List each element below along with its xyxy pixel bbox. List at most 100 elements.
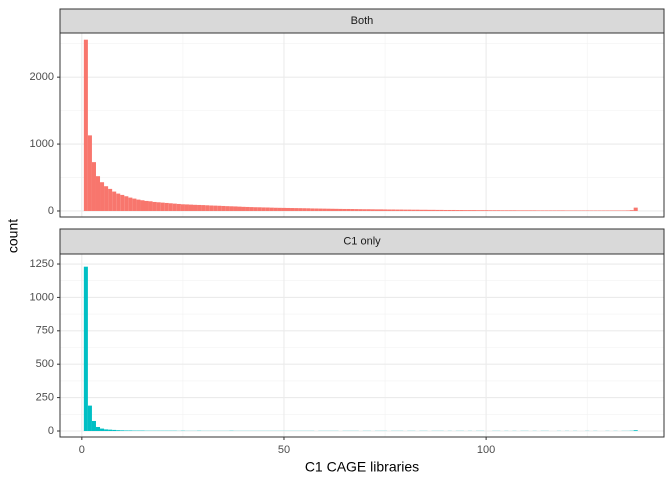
histogram-bar [387, 210, 391, 211]
histogram-bar [488, 210, 492, 211]
histogram-bar [128, 198, 132, 211]
histogram-bar [217, 206, 221, 211]
histogram-bar [561, 210, 565, 211]
histogram-bar [274, 208, 278, 211]
histogram-bar [136, 200, 140, 211]
histogram-bar [634, 208, 638, 211]
histogram-bar [116, 194, 120, 211]
histogram-bar [427, 210, 431, 211]
histogram-bar [258, 207, 262, 211]
histogram-bar [153, 202, 157, 211]
histogram-bar [84, 267, 88, 431]
histogram-bar [557, 210, 561, 211]
histogram-bar [492, 210, 496, 211]
histogram-bar [96, 427, 100, 431]
histogram-bar [221, 206, 225, 211]
histogram-bar [525, 210, 529, 211]
histogram-bar [266, 207, 270, 210]
y-tick-label: 2000 [30, 71, 54, 83]
histogram-bar [108, 430, 112, 431]
histogram-bar [310, 208, 314, 211]
histogram-bar [351, 209, 355, 211]
histogram-bar [104, 429, 108, 431]
histogram-bar [383, 209, 387, 211]
histogram-bar [363, 209, 367, 211]
histogram-bar [132, 199, 136, 211]
histogram-bar [262, 207, 266, 211]
histogram-bar [197, 205, 201, 211]
histogram-bar [448, 210, 452, 211]
histogram-bar [104, 186, 108, 211]
histogram-bar [270, 208, 274, 211]
histogram-bar [193, 205, 197, 211]
histogram-bar [347, 209, 351, 211]
histogram-bar [472, 210, 476, 211]
panel-background [60, 33, 664, 217]
histogram-bar [355, 209, 359, 211]
histogram-bar [403, 210, 407, 211]
panel-background [60, 254, 664, 437]
histogram-bar [88, 406, 92, 431]
histogram-bar [185, 204, 189, 211]
histogram-bar [120, 430, 124, 431]
histogram-bar [306, 208, 310, 211]
histogram-bar [375, 209, 379, 211]
histogram-bar [140, 200, 144, 211]
histogram-bar [92, 421, 96, 431]
y-tick-label: 750 [36, 325, 54, 337]
x-tick-label: 0 [79, 444, 85, 456]
histogram-bar [480, 210, 484, 211]
histogram-bar [533, 210, 537, 211]
histogram-bar [545, 210, 549, 211]
strip-label: Both [351, 15, 374, 27]
histogram-bar [549, 210, 553, 211]
histogram-bar [165, 203, 169, 211]
histogram-bar [124, 430, 128, 431]
histogram-bar [88, 135, 92, 211]
y-axis-title: count [5, 219, 21, 253]
histogram-bar [290, 208, 294, 211]
histogram-bar [456, 210, 460, 211]
histogram-bar [100, 429, 104, 431]
histogram-bar [436, 210, 440, 211]
histogram-bar [452, 210, 456, 211]
y-tick-label: 1000 [30, 291, 54, 303]
y-tick-label: 0 [48, 205, 54, 217]
histogram-bar [529, 210, 533, 211]
histogram-bar [468, 210, 472, 211]
histogram-bar [411, 210, 415, 211]
histogram-bar [250, 207, 254, 211]
histogram-bar [484, 210, 488, 211]
histogram-bar [504, 210, 508, 211]
histogram-bar [161, 203, 165, 211]
histogram-bar [120, 195, 124, 211]
histogram-bar [626, 210, 630, 211]
histogram-bar [407, 210, 411, 211]
histogram-bar [169, 203, 173, 211]
histogram-bar [335, 209, 339, 211]
histogram-bar [395, 210, 399, 211]
histogram-bar [432, 210, 436, 211]
histogram-bar [108, 189, 112, 211]
histogram-bar [634, 430, 638, 431]
x-tick-label: 50 [278, 444, 290, 456]
histogram-bar [149, 201, 153, 211]
histogram-bar [630, 210, 634, 211]
histogram-bar [286, 208, 290, 211]
histogram-bar [112, 430, 116, 431]
histogram-bar [553, 210, 557, 211]
histogram-bar [294, 208, 298, 211]
histogram-bar [298, 208, 302, 211]
histogram-bar [318, 209, 322, 211]
histogram-bar [460, 210, 464, 211]
histogram-bar [124, 196, 128, 211]
histogram-bar [419, 210, 423, 211]
histogram-bar [508, 210, 512, 211]
histogram-bar [209, 205, 213, 210]
y-tick-label: 0 [48, 425, 54, 437]
histogram-bar [343, 209, 347, 211]
y-tick-label: 500 [36, 358, 54, 370]
histogram-bar [464, 210, 468, 211]
